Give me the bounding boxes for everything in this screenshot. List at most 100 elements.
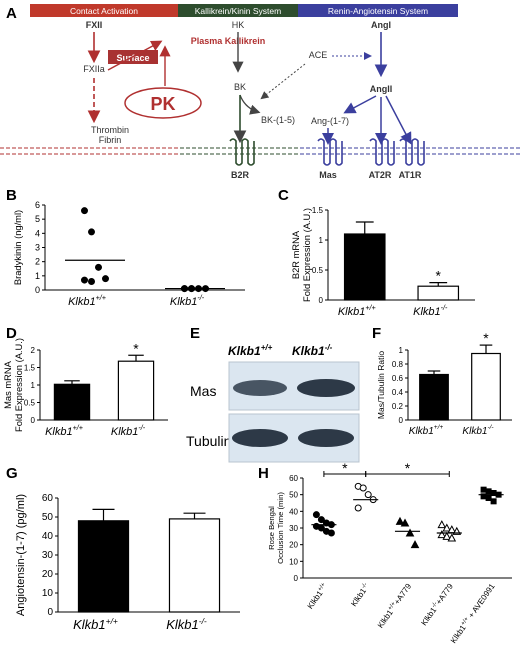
receptor-at2r (369, 138, 395, 166)
x-tick-sup: +/+ (106, 616, 118, 626)
label-ace: ACE (309, 50, 328, 60)
bar (417, 285, 460, 301)
arrow-ace-bk (260, 63, 306, 100)
y-axis-title-line: Mas mRNA (3, 360, 13, 409)
data-point (480, 493, 487, 500)
x-tick-label: Klkb1+/+ (45, 424, 83, 438)
bar (471, 352, 501, 421)
data-point (81, 207, 88, 215)
bar (53, 383, 91, 421)
y-tick-label: 0 (399, 416, 404, 425)
header-renin-angiotensin (298, 4, 458, 17)
band-mas-wt (233, 380, 287, 396)
significance-mark: * (405, 460, 411, 476)
label-pk: PK (150, 94, 175, 114)
y-tick-label: 0 (47, 607, 53, 618)
x-tick-label: Klkb1-/- (166, 616, 207, 632)
y-tick-label: 0.5 (24, 399, 36, 408)
label-angii: AngII (370, 84, 393, 94)
y-tick-label: 0.4 (392, 388, 404, 397)
y-tick-label: 0.6 (392, 374, 404, 383)
data-point (485, 495, 492, 501)
y-tick-label: 0 (35, 285, 40, 295)
band-tubulin-ko (298, 429, 354, 447)
bar (419, 373, 449, 421)
data-point (95, 263, 102, 271)
x-tick-sup: +/+ (434, 424, 444, 431)
y-tick-label: 60 (289, 474, 298, 483)
label-bk: BK (234, 82, 246, 92)
x-tick-label: Klkb1+/+ (306, 582, 330, 611)
x-tick-name: Klkb1 (73, 617, 106, 632)
panel-letter-h: H (258, 465, 269, 482)
panel-letter-g: G (6, 465, 18, 482)
x-tick-label: Klkb1+/+ (409, 424, 444, 437)
label-bk15: BK-(1-5) (261, 115, 295, 125)
cell-membrane (0, 147, 520, 155)
data-point (447, 533, 457, 542)
y-axis-title: Bradykinin (ng/ml) (13, 210, 23, 285)
y-axis-title-line: Bradykinin (ng/ml) (13, 210, 23, 285)
data-point (102, 275, 109, 283)
y-tick-label: 50 (289, 491, 298, 500)
x-tick-sup: +/+ (460, 616, 470, 627)
data-point (485, 488, 492, 495)
label-hk: HK (232, 20, 245, 30)
y-tick-label: 4 (35, 228, 40, 238)
arrow-angii-at1r (385, 95, 412, 145)
y-axis-title-line: B2R mRNA (291, 230, 301, 279)
label-fxii: FXII (86, 20, 103, 30)
x-tick-label: Klkb1-/- (349, 582, 371, 608)
x-tick-sup: -/- (197, 294, 204, 302)
data-point (312, 511, 320, 519)
bar (168, 518, 221, 613)
x-tick-sup: -/- (431, 601, 439, 609)
data-point (400, 518, 410, 527)
data-point (88, 228, 95, 236)
y-axis-title: Mas mRNAFold Expression (A.U.) (3, 338, 24, 432)
x-tick-label: Klkb1+/+ (73, 616, 118, 632)
x-tick-label: Klkb1-/- (462, 424, 494, 437)
label-fxiia: FXIIa (83, 64, 105, 74)
x-tick-name: Klkb1 (68, 296, 96, 308)
y-tick-label: 30 (42, 550, 54, 561)
x-tick-label: Klkb1+/+ (68, 294, 106, 308)
y-tick-label: 2 (35, 257, 40, 267)
y-tick-label: 5 (35, 214, 40, 224)
bar (77, 520, 130, 613)
data-point (359, 484, 367, 492)
y-axis-title-line: Rose Bengal (267, 506, 276, 550)
y-tick-label: 10 (42, 588, 54, 599)
arrow-bk-bk15 (239, 94, 261, 115)
label-ang17: Ang-(1-7) (311, 116, 349, 126)
y-axis-title: Mas/Tubulin Ratio (376, 351, 386, 419)
significance-mark: * (483, 330, 489, 346)
data-point (437, 520, 447, 529)
x-tick-sup: +/+ (96, 294, 106, 302)
x-tick-sup: -/- (487, 424, 494, 431)
label-plasma-kallikrein: Plasma Kallikrein (191, 36, 266, 46)
label-angi: AngI (371, 20, 391, 30)
panel-letter-f: F (372, 325, 381, 342)
y-tick-label: 40 (42, 531, 54, 542)
data-point (354, 504, 362, 512)
x-tick-label: Klkb1-/-+A779 (419, 582, 455, 628)
panel-letter-a: A (6, 5, 17, 22)
x-tick-name: Klkb1 (45, 426, 73, 438)
x-tick-sup: -/- (138, 424, 145, 432)
chart-h: 0 10 20 30 40 50 60 Rose BengalOcclusion Time (… (267, 460, 512, 645)
data-point (437, 530, 447, 539)
label-mas: Mas (319, 170, 337, 180)
panel-letter-e: E (190, 325, 200, 342)
y-tick-label: 1 (319, 236, 324, 245)
x-tick-suffix: +A779 (392, 582, 413, 607)
x-tick-suffix: + AVE0991 (465, 582, 497, 622)
x-tick-sup: -/- (199, 616, 207, 626)
label-surface: Surface (116, 53, 149, 63)
x-tick-label: Klkb1+/+ + AVE0991 (449, 582, 497, 645)
